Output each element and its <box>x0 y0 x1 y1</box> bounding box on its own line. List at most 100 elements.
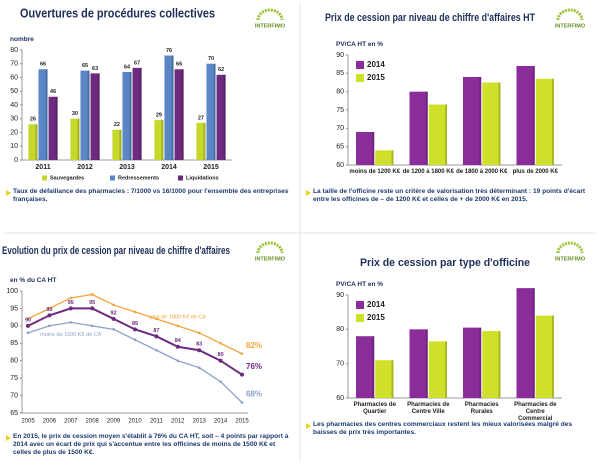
bar <box>174 69 184 160</box>
x-tick-label: Pharmacies de Quartier <box>353 402 396 415</box>
slide-title: Evolution du prix de cession par niveau … <box>2 245 230 257</box>
legend-label: 2015 <box>367 73 385 82</box>
point <box>219 341 222 345</box>
logo-arc <box>256 241 284 254</box>
series-line <box>27 307 243 376</box>
note: En 2015, le prix de cession moyen s'étab… <box>13 433 289 456</box>
point <box>197 331 201 335</box>
bar <box>355 132 375 165</box>
data-label: 64 <box>124 64 131 70</box>
data-label: 30 <box>72 111 78 117</box>
x-tick-label: 2015 <box>235 419 249 425</box>
data-label: 66 <box>176 62 182 68</box>
series-label: plus de 1800 K€ de CA <box>150 314 207 320</box>
point <box>197 366 201 369</box>
legend-swatch <box>178 175 183 181</box>
bar-side <box>223 74 226 160</box>
bar-side <box>161 120 164 160</box>
point <box>48 307 51 310</box>
point <box>48 324 51 328</box>
point <box>26 331 30 335</box>
x-tick-label: 2011 <box>150 419 164 425</box>
y-tick-label: 65 <box>336 144 344 151</box>
point <box>155 348 158 352</box>
x-tick-label: Pharmacies Rurales <box>464 402 499 415</box>
bar-side <box>425 91 428 165</box>
data-label: 27 <box>198 115 204 121</box>
y-tick-label: 80 <box>336 326 344 333</box>
x-tick-label: Pharmacies de Centre Commercial <box>514 402 557 422</box>
slide-title: Ouvertures de procédures collectives <box>20 5 215 20</box>
legend-swatch <box>110 175 115 181</box>
y-tick-label: 65 <box>10 410 18 417</box>
y-tick-label: 90 <box>336 292 344 299</box>
bar-side <box>532 66 535 165</box>
bar-side <box>45 69 48 160</box>
bar-side <box>213 63 216 160</box>
bar-side <box>479 327 482 398</box>
x-tick-label: 2005 <box>21 419 35 425</box>
point <box>112 328 115 331</box>
bar <box>375 360 394 398</box>
x-tick-label: 2011 <box>35 164 51 171</box>
x-tick-label: 2010 <box>128 419 142 425</box>
bar <box>375 150 394 165</box>
data-label: 84 <box>175 338 182 344</box>
data-label: 22 <box>114 122 120 128</box>
point <box>176 359 180 363</box>
bar <box>409 91 428 165</box>
point <box>68 306 73 311</box>
bar-side <box>87 70 90 160</box>
bar <box>516 288 535 398</box>
bar <box>122 72 132 160</box>
y-tick-label: 80 <box>10 358 18 365</box>
legend-swatch <box>42 175 47 181</box>
logo-arc <box>556 241 584 254</box>
bar-side <box>552 315 555 398</box>
bar-side <box>552 78 555 165</box>
data-label: 68% <box>246 390 262 399</box>
data-label: 90 <box>25 317 31 323</box>
data-label: 92 <box>111 310 117 316</box>
bar <box>112 129 122 160</box>
bar-side <box>77 118 80 160</box>
bar-side <box>139 67 142 160</box>
legend-label: 2015 <box>367 313 385 322</box>
bar-side <box>498 82 501 165</box>
data-label: 66 <box>40 62 46 68</box>
logo-arc <box>256 8 284 21</box>
point <box>176 324 180 328</box>
note-arrow <box>6 435 11 441</box>
bar <box>80 70 90 160</box>
note-arrow <box>6 190 11 196</box>
legend-label: 2014 <box>367 60 385 69</box>
data-label: 62 <box>218 67 224 73</box>
point <box>133 310 137 314</box>
data-label: 95 <box>68 300 74 306</box>
point <box>69 296 73 300</box>
y-tick-label: 90 <box>336 52 344 59</box>
bar <box>164 55 174 160</box>
data-label: 89 <box>132 321 138 327</box>
bar <box>428 104 448 165</box>
y-tick-label: 75 <box>336 107 344 114</box>
data-label: 65 <box>82 63 88 69</box>
y-tick-label: 60 <box>336 162 344 169</box>
bar <box>409 329 428 398</box>
point <box>47 313 52 318</box>
x-tick-label: de 1800 à 2000 K€ <box>456 169 508 175</box>
bar <box>535 78 555 165</box>
note: Les pharmacies des centres commerciaux r… <box>313 421 573 436</box>
slide-title: Prix de cession par niveau de chiffre d'… <box>325 12 535 24</box>
y-tick-label: 70 <box>336 361 344 368</box>
x-tick-label: moins de 1200 K€ <box>349 169 401 175</box>
bar <box>48 96 58 160</box>
data-label: 76 <box>166 48 172 54</box>
y-axis-label: PV/CA HT en % <box>336 41 384 48</box>
bar-side <box>35 124 38 160</box>
note-arrow <box>306 423 311 429</box>
y-tick-label: 95 <box>10 305 18 312</box>
y-tick-label: 20 <box>10 129 18 136</box>
